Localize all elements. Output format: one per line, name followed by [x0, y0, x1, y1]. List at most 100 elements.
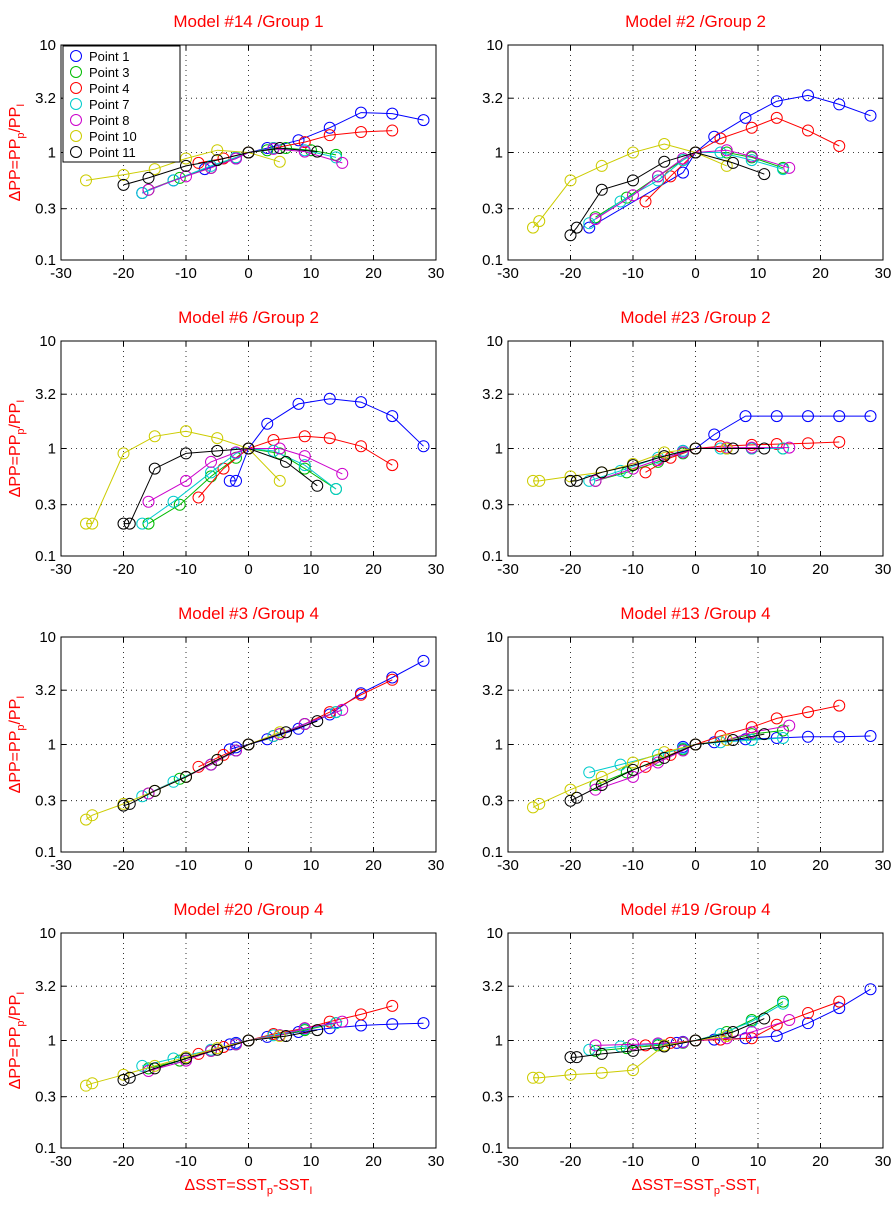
- legend-label: Point 1: [89, 49, 129, 64]
- y-axis-label-main: ΔPP=PP: [7, 1027, 24, 1090]
- data-point: [311, 479, 324, 492]
- data-point: [180, 474, 192, 487]
- data-point: [777, 442, 789, 455]
- data-point: [658, 155, 671, 168]
- x-axis-label-mid: -SST: [720, 1177, 757, 1194]
- y-axis-label-sub: I: [15, 696, 27, 699]
- data-point: [323, 129, 336, 142]
- y-tick-label: 10: [39, 629, 56, 646]
- data-point: [117, 1068, 130, 1081]
- data-point: [689, 1034, 702, 1047]
- chart-title: Model #3 /Group 4: [178, 604, 319, 623]
- data-point: [180, 770, 192, 783]
- y-axis-label: ΔPP=PPp/PPI: [7, 104, 27, 202]
- x-axis-label: ΔSST=SSTp-SSTI: [632, 1177, 760, 1197]
- data-point: [417, 1017, 430, 1030]
- x-tick-label: 30: [428, 1153, 445, 1170]
- x-tick-label: -30: [497, 1153, 519, 1170]
- data-point: [783, 161, 796, 174]
- data-point: [620, 766, 633, 779]
- x-tick-label: 0: [244, 265, 252, 282]
- data-point: [242, 738, 255, 751]
- y-axis-label-main: ΔPP=PP: [7, 435, 24, 498]
- x-tick-label: -30: [50, 561, 72, 578]
- data-point: [614, 758, 627, 771]
- y-tick-label: 10: [486, 925, 503, 942]
- x-tick-label: -20: [113, 265, 135, 282]
- x-axis-label-mid: -SST: [273, 1177, 310, 1194]
- x-tick-label: 20: [365, 1153, 382, 1170]
- data-point: [355, 440, 367, 453]
- data-point: [658, 751, 671, 764]
- data-point: [595, 1066, 608, 1079]
- data-point: [595, 770, 608, 783]
- data-point: [720, 159, 733, 172]
- x-tick-label: 10: [750, 857, 767, 874]
- data-point: [117, 447, 130, 460]
- x-tick-label: -10: [175, 561, 197, 578]
- data-point: [777, 731, 789, 744]
- data-point: [292, 397, 305, 410]
- data-point: [148, 784, 161, 797]
- x-tick-label: -20: [113, 561, 135, 578]
- series-line: [570, 1018, 765, 1058]
- data-point: [298, 136, 311, 149]
- x-tick-label: 20: [812, 857, 829, 874]
- y-tick-label: 3.2: [35, 90, 56, 107]
- legend-label: Point 7: [89, 97, 129, 112]
- x-tick-label: -20: [560, 265, 582, 282]
- data-point: [123, 517, 136, 530]
- data-point: [658, 137, 671, 150]
- data-point: [211, 154, 224, 167]
- series-point-11: [117, 1024, 324, 1086]
- x-axis-label-main: ΔSST=SST: [632, 1177, 714, 1194]
- legend-label: Point 4: [89, 81, 129, 96]
- data-point: [677, 744, 689, 757]
- data-point: [417, 654, 430, 667]
- data-point: [727, 442, 739, 455]
- data-point: [355, 396, 367, 409]
- y-tick-label: 1: [48, 737, 56, 754]
- data-point: [167, 775, 180, 788]
- data-point: [833, 410, 846, 423]
- data-point: [148, 1062, 161, 1075]
- series-point-11: [117, 715, 324, 812]
- x-tick-label: 10: [303, 857, 320, 874]
- x-tick-label: 30: [875, 561, 892, 578]
- y-tick-label: 0.3: [482, 497, 503, 514]
- data-point: [595, 159, 608, 172]
- data-point: [802, 124, 814, 137]
- data-point: [117, 168, 130, 181]
- data-point: [658, 1040, 671, 1053]
- series-point-11: [564, 1012, 771, 1064]
- x-tick-label: 20: [365, 561, 382, 578]
- data-point: [583, 221, 596, 234]
- data-point: [745, 441, 758, 454]
- data-point: [595, 183, 608, 196]
- x-tick-label: 30: [875, 265, 892, 282]
- legend-label: Point 8: [89, 113, 129, 128]
- data-point: [677, 1036, 689, 1049]
- data-point: [595, 779, 608, 792]
- data-point: [714, 132, 727, 145]
- y-tick-label: 0.1: [482, 1140, 503, 1157]
- data-point: [123, 797, 136, 810]
- y-axis-label-sub: I: [15, 104, 27, 107]
- series-line: [123, 720, 318, 807]
- legend-marker: [70, 114, 82, 126]
- data-point: [80, 1079, 92, 1092]
- data-point: [336, 156, 349, 169]
- data-point: [864, 410, 877, 423]
- data-point: [664, 748, 677, 761]
- x-axis-label-main: ΔSST=SST: [185, 1177, 267, 1194]
- data-point: [311, 145, 324, 158]
- data-point: [745, 1032, 758, 1045]
- chart-title: Model #23 /Group 2: [620, 308, 770, 327]
- data-point: [80, 517, 92, 530]
- data-point: [714, 146, 727, 159]
- data-point: [386, 124, 399, 137]
- x-tick-label: 20: [365, 265, 382, 282]
- data-point: [627, 756, 639, 769]
- data-point: [658, 446, 671, 459]
- y-axis-label: ΔPP=PPp/PPI: [7, 992, 27, 1090]
